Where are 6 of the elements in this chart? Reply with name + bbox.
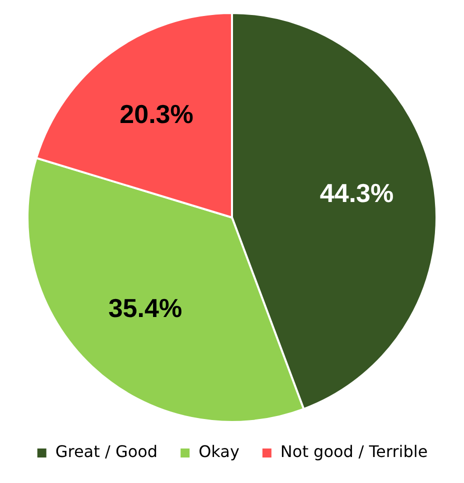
legend-label: Not good / Terrible (280, 442, 428, 462)
data-label: 44.3% (320, 178, 394, 208)
data-label: 20.3% (120, 98, 194, 129)
legend-label: Great / Good (55, 442, 158, 462)
legend-label: Okay (198, 442, 240, 462)
data-label: 35.4% (108, 293, 182, 324)
